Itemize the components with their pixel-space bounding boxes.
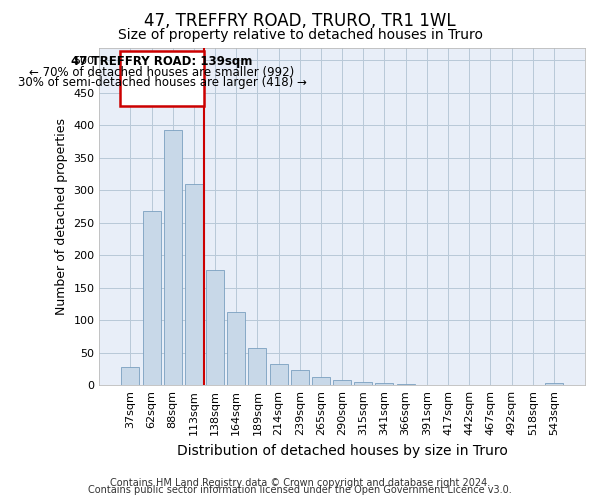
Text: Size of property relative to detached houses in Truro: Size of property relative to detached ho… [118, 28, 482, 42]
Bar [545, 383, 563, 385]
Bar [248, 348, 266, 385]
Text: 47 TREFFRY ROAD: 139sqm: 47 TREFFRY ROAD: 139sqm [71, 56, 253, 68]
Bar [164, 130, 182, 385]
Bar [397, 384, 415, 385]
FancyBboxPatch shape [120, 50, 205, 106]
Text: ← 70% of detached houses are smaller (992): ← 70% of detached houses are smaller (99… [29, 66, 295, 78]
Bar [333, 380, 351, 385]
Bar [206, 270, 224, 385]
Text: Contains public sector information licensed under the Open Government Licence v3: Contains public sector information licen… [88, 485, 512, 495]
Bar [291, 370, 309, 385]
Text: 30% of semi-detached houses are larger (418) →: 30% of semi-detached houses are larger (… [17, 76, 307, 89]
Y-axis label: Number of detached properties: Number of detached properties [55, 118, 68, 315]
Bar [227, 312, 245, 385]
Text: Contains HM Land Registry data © Crown copyright and database right 2024.: Contains HM Land Registry data © Crown c… [110, 478, 490, 488]
Bar [355, 382, 373, 385]
Bar [269, 364, 287, 385]
Bar [143, 211, 161, 385]
Bar [185, 184, 203, 385]
Text: 47, TREFFRY ROAD, TRURO, TR1 1WL: 47, TREFFRY ROAD, TRURO, TR1 1WL [144, 12, 456, 30]
Bar [376, 383, 394, 385]
X-axis label: Distribution of detached houses by size in Truro: Distribution of detached houses by size … [176, 444, 508, 458]
Bar [121, 367, 139, 385]
Bar [312, 376, 330, 385]
Bar [418, 384, 436, 385]
